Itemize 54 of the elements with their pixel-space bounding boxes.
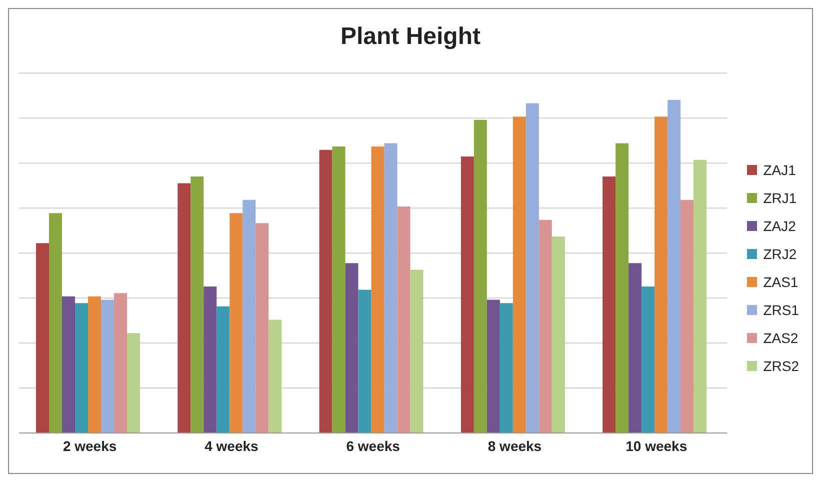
bar xyxy=(654,116,668,433)
bar xyxy=(397,206,410,433)
bar xyxy=(332,146,346,433)
bar xyxy=(486,300,500,433)
bar xyxy=(410,270,424,433)
bar xyxy=(512,116,526,433)
bar xyxy=(48,213,62,433)
bar xyxy=(178,183,191,433)
legend-label: ZRJ2 xyxy=(763,245,797,264)
bar xyxy=(100,300,114,433)
bar xyxy=(680,200,694,433)
chart-title: Plant Height xyxy=(339,23,482,52)
legend-label: ZRS2 xyxy=(763,357,799,376)
legend-label: ZAJ1 xyxy=(763,161,796,180)
bar xyxy=(474,120,487,433)
bar xyxy=(268,320,282,433)
bar xyxy=(345,263,358,433)
bar xyxy=(668,100,681,433)
bar xyxy=(126,333,140,433)
bar xyxy=(628,263,642,433)
bar xyxy=(538,220,552,433)
bar xyxy=(694,160,707,433)
bar xyxy=(526,103,539,433)
bar xyxy=(552,236,565,433)
bar xyxy=(602,176,616,433)
bar xyxy=(642,286,655,433)
x-tick-label: 8 weeks xyxy=(488,438,542,454)
bar xyxy=(256,223,269,433)
bar xyxy=(460,156,474,433)
legend-label: ZAJ2 xyxy=(763,217,796,236)
bar xyxy=(204,286,217,433)
legend-label: ZRS1 xyxy=(763,301,799,320)
x-tick-label: 10 weeks xyxy=(626,438,688,454)
x-tick-label: 2 weeks xyxy=(62,438,117,454)
legend-label: ZAS2 xyxy=(763,329,798,348)
bar xyxy=(216,306,230,433)
bar xyxy=(319,150,332,433)
legend-label: ZAS1 xyxy=(763,273,798,292)
legend-label: ZRJ1 xyxy=(763,189,797,208)
bar xyxy=(384,143,398,433)
x-tick-label: 4 weeks xyxy=(204,438,259,454)
bar xyxy=(616,143,629,433)
bar xyxy=(88,296,101,433)
bar xyxy=(36,243,49,433)
bar xyxy=(114,293,127,433)
x-tick-label: 6 weeks xyxy=(346,438,400,454)
bar xyxy=(500,303,513,433)
bar xyxy=(371,146,384,433)
bar xyxy=(62,296,75,433)
bar xyxy=(230,213,243,433)
bar xyxy=(242,200,256,433)
bar xyxy=(74,303,88,433)
bar xyxy=(358,290,372,433)
bar xyxy=(190,176,204,433)
